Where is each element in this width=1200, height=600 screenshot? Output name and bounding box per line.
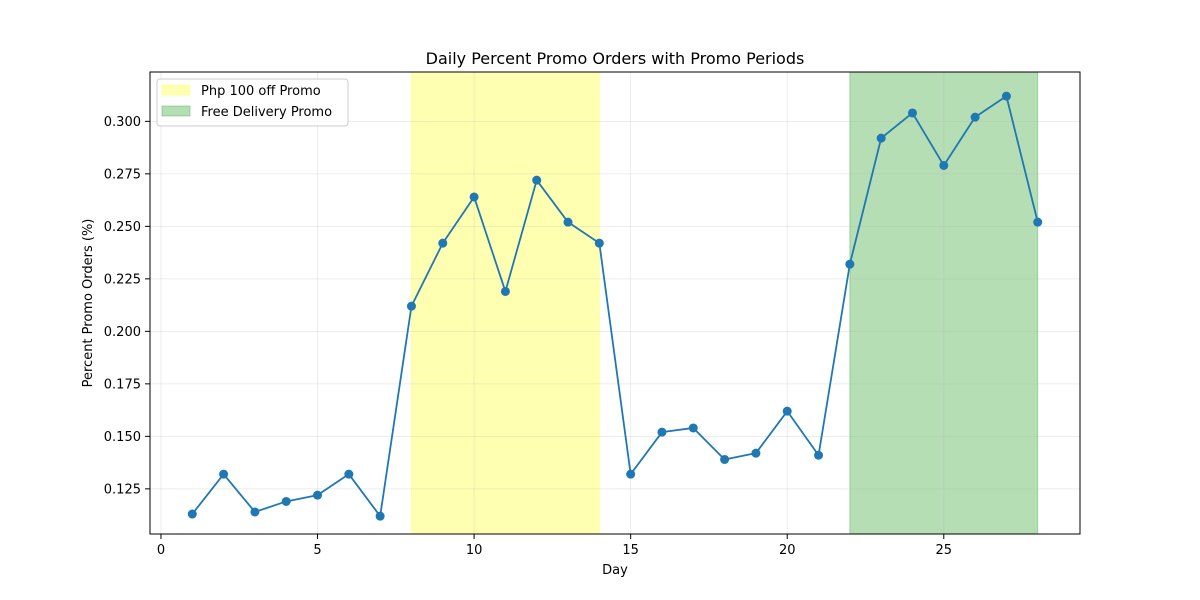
x-tick-label: 20: [779, 543, 796, 558]
data-point: [313, 490, 323, 500]
data-point: [907, 108, 917, 118]
y-tick-label: 0.250: [104, 220, 141, 235]
data-point: [782, 406, 792, 416]
data-point: [814, 450, 824, 460]
data-point: [688, 423, 698, 433]
data-point: [720, 454, 730, 464]
data-point: [876, 133, 886, 143]
data-point: [657, 427, 667, 437]
x-axis-label: Day: [602, 563, 628, 578]
data-point: [1001, 91, 1011, 101]
legend-label: Free Delivery Promo: [201, 105, 332, 120]
data-point: [1033, 217, 1043, 227]
y-tick-label: 0.300: [104, 115, 141, 130]
y-tick-label: 0.200: [104, 325, 141, 340]
y-tick-label: 0.225: [104, 272, 141, 287]
legend-box: [156, 78, 349, 127]
chart-title: Daily Percent Promo Orders with Promo Pe…: [426, 49, 805, 68]
data-point: [187, 509, 197, 519]
promo-spans: [410, 71, 1039, 535]
x-tick-label: 10: [466, 543, 483, 558]
y-tick-label: 0.275: [104, 167, 141, 182]
data-point: [970, 112, 980, 122]
plot-frame: [149, 71, 1081, 535]
data-point: [219, 469, 229, 479]
data-point: [375, 511, 385, 521]
legend-swatch: [161, 84, 191, 96]
y-tick-label: 0.175: [104, 377, 141, 392]
y-axis-label: Percent Promo Orders (%): [81, 219, 96, 388]
axis-ticks: 0 5 10 15 20 25 0.125 0.150 0.175 0.200 0.225 0.250…: [104, 115, 952, 558]
promo-span-0: [410, 71, 600, 535]
data-point: [406, 301, 416, 311]
data-point: [438, 238, 448, 248]
data-point: [594, 238, 604, 248]
data-point: [250, 507, 260, 517]
data-point: [626, 469, 636, 479]
data-point: [500, 286, 510, 296]
legend-swatch: [161, 105, 191, 117]
data-point: [939, 160, 949, 170]
data-point: [563, 217, 573, 227]
x-tick-label: 0: [157, 543, 165, 558]
data-point: [532, 175, 542, 185]
y-tick-label: 0.125: [104, 482, 141, 497]
series-line: [191, 95, 1039, 518]
data-point: [281, 496, 291, 506]
data-point: [845, 259, 855, 269]
data-point: [469, 192, 479, 202]
data-point: [344, 469, 354, 479]
data-point: [751, 448, 761, 458]
series: [187, 91, 1043, 521]
y-tick-label: 0.150: [104, 430, 141, 445]
x-tick-label: 5: [313, 543, 321, 558]
legend-label: Php 100 off Promo: [201, 84, 321, 99]
grid-lines: [150, 72, 1080, 534]
legend: Php 100 off Promo Free Delivery Promo: [156, 78, 349, 127]
x-tick-label: 15: [622, 543, 639, 558]
x-tick-label: 25: [936, 543, 953, 558]
